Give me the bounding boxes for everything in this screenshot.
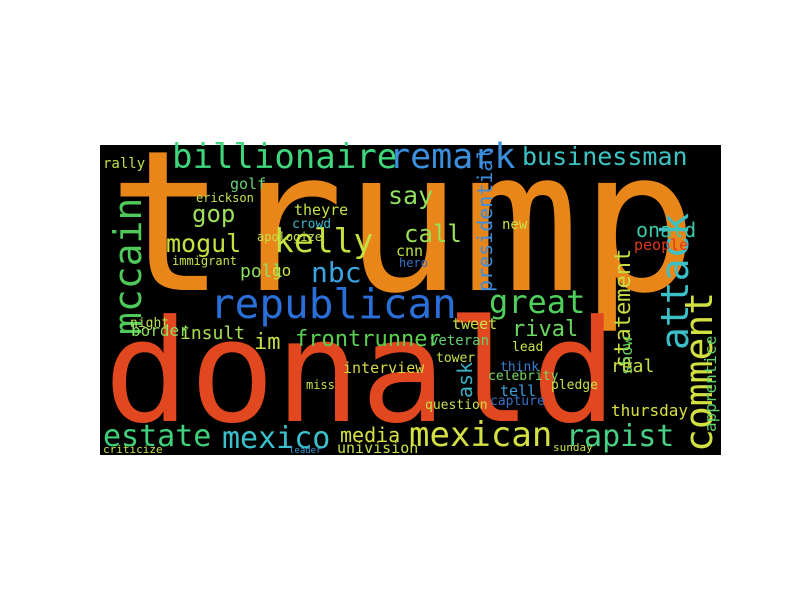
word: trump [108,109,698,337]
word: im [254,330,281,355]
word: new [502,217,528,233]
word: apologize [257,230,322,244]
word: erickson [196,191,254,205]
word: mogul [166,229,241,258]
word: call [404,220,462,248]
word: mccain [106,198,150,335]
word: crowd [292,217,331,232]
word: statement [611,249,636,368]
word: thursday [611,401,688,420]
word: great [489,283,585,321]
word: mexican [409,415,552,455]
word: night [130,316,169,331]
word: gop [192,200,235,228]
word: think [500,360,539,375]
word: pledge [551,378,598,393]
word: onald [636,218,696,242]
word: frontrunner [295,327,441,352]
word: republican [210,280,457,328]
word: border [131,321,189,340]
word: golf [230,175,266,193]
word: insult [180,323,245,344]
word: show [617,336,636,375]
word: say [388,181,433,210]
word: tell [500,382,536,400]
word: estate [103,419,211,454]
word: mexico [222,421,330,456]
word: leader [289,446,322,456]
cloud-background [100,145,721,455]
word: tweet [452,315,497,333]
word: univision [337,439,418,457]
word: apprentice [701,336,720,432]
word: billionaire [172,137,397,177]
word: immigrant [172,254,237,268]
word: capture [490,394,545,409]
word: rapist [566,419,674,454]
word: hero [399,256,428,270]
word: media [340,423,400,447]
word: businessman [522,142,688,171]
word: poll [240,261,283,282]
word: veteran [430,333,489,349]
word: question [425,398,488,413]
word: rally [103,156,145,172]
word: sunday [553,441,593,454]
word: remark [389,137,515,177]
word: go [272,261,291,280]
word: comment [677,292,721,452]
word: kelly [274,221,373,260]
word: real [611,356,654,377]
word: ask [453,362,477,398]
word: theyre [294,201,348,219]
word: miss [306,378,335,392]
word: cnn [396,242,423,260]
word: lead [512,340,543,355]
word: rival [512,317,578,342]
word: celebrity [488,369,559,384]
word: nbc [311,256,362,289]
word: interview [343,359,425,377]
word: criticize [103,443,163,456]
word: attack [653,213,697,350]
word: presidential [473,148,497,293]
word: donald [104,290,617,455]
word: people [634,236,688,254]
word: tower [436,351,475,366]
